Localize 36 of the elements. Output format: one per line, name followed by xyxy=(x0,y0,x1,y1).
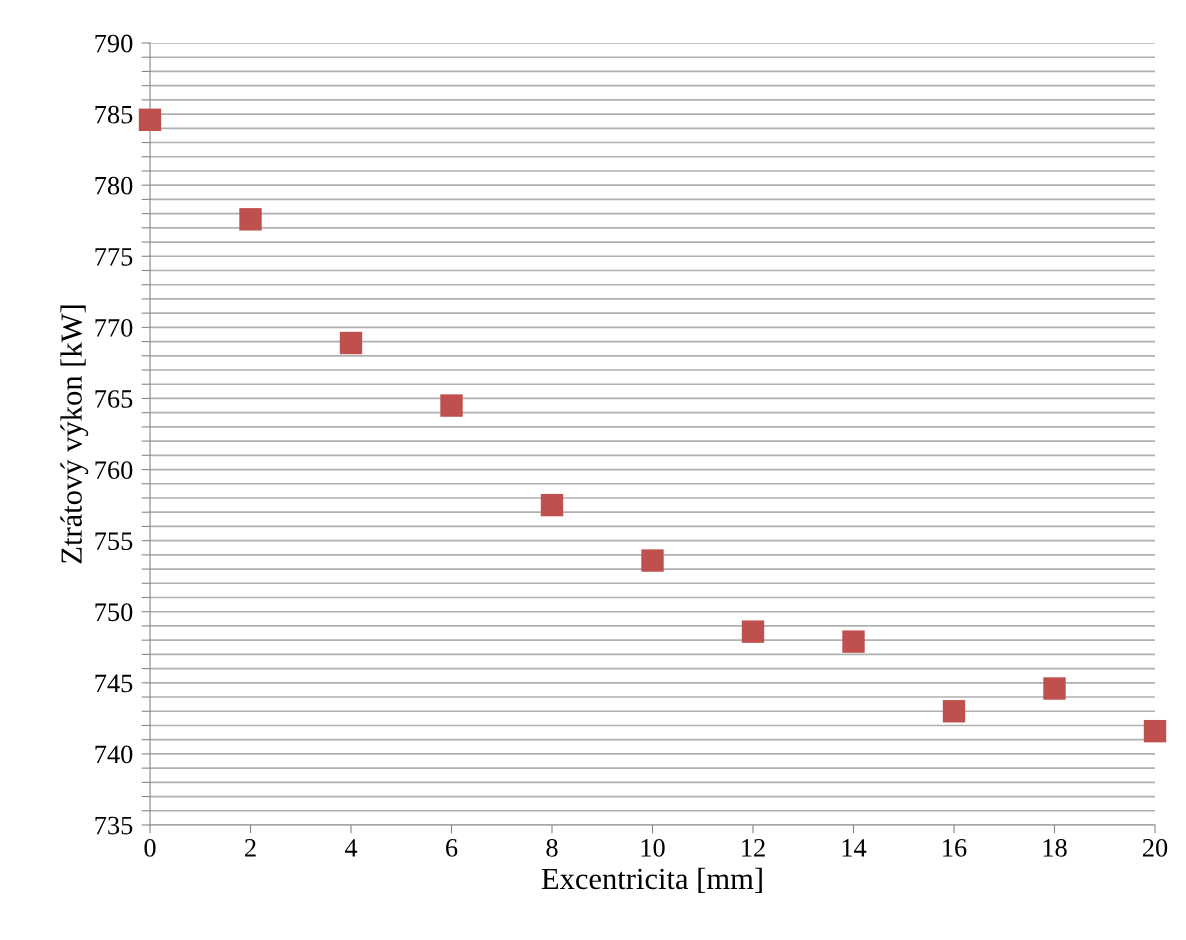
point xyxy=(1043,677,1066,700)
x-tick-label: 14 xyxy=(842,839,867,857)
y-tick-label: 790 xyxy=(95,34,133,53)
y-tick-label: 760 xyxy=(95,461,133,479)
y-tick-label: 780 xyxy=(95,176,133,195)
y-tick-label: 745 xyxy=(95,674,133,693)
x-tick-label: 4 xyxy=(344,839,358,857)
x-tick-label: 16 xyxy=(943,839,967,857)
y-axis-title: Ztrátový výkon [kW] xyxy=(60,305,89,564)
x-tick-label: 8 xyxy=(546,838,558,857)
x-tick-label: 20 xyxy=(1142,838,1168,857)
y-tick-label: 770 xyxy=(95,318,133,337)
x-tick-label: 6 xyxy=(446,839,458,857)
y-tick-label: 765 xyxy=(95,390,133,408)
y-tick-label: 735 xyxy=(95,816,133,835)
x-tick-label: 10 xyxy=(641,838,665,857)
point xyxy=(741,620,765,643)
point xyxy=(440,394,463,417)
x-axis-title: Excentricita [mm] xyxy=(541,867,762,893)
x-tick-label: 12 xyxy=(742,839,765,857)
x-tick-label: 18 xyxy=(1043,838,1067,857)
point xyxy=(339,331,363,355)
point xyxy=(1143,719,1167,743)
y-tick-label: 775 xyxy=(95,248,133,266)
x-tick-label: 2 xyxy=(245,839,256,857)
y-tick-label: 755 xyxy=(95,532,133,551)
point xyxy=(641,549,664,572)
x-tick-label: 0 xyxy=(144,838,156,857)
point xyxy=(540,493,564,517)
point xyxy=(239,208,262,231)
point xyxy=(942,700,966,723)
point xyxy=(842,630,865,653)
y-tick-label: 750 xyxy=(95,603,133,622)
point xyxy=(138,108,162,131)
y-tick-label: 785 xyxy=(95,105,133,124)
y-tick-label: 740 xyxy=(95,745,133,764)
